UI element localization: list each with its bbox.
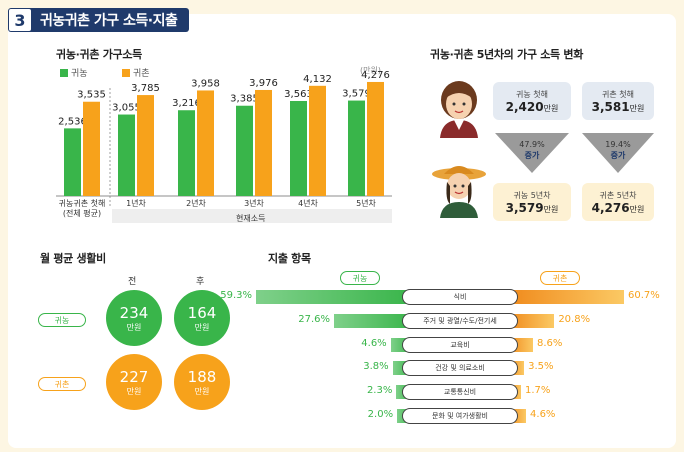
rural-after-circle: 188 만원 [174, 354, 230, 410]
income-category-label: 3년차 [244, 198, 264, 208]
income-category-label: 2년차 [186, 198, 206, 208]
spending-farm-pct: 2.0% [367, 409, 394, 420]
farm-first-year-box: 귀농 첫해 2,420만원 [493, 82, 571, 120]
green-swatch-icon [60, 68, 68, 77]
income-bar-farm-1 [118, 114, 135, 196]
income-group-band [112, 209, 392, 223]
rural-before-circle: 227 만원 [106, 354, 162, 410]
spending-category-label: 교통통신비 [402, 384, 518, 400]
spending-rural-label: 귀촌 [540, 271, 580, 285]
rural-growth-label: 증가 [610, 151, 626, 160]
income-category-label: 4년차 [298, 198, 318, 208]
section-header: 3 귀농귀촌 가구 소득·지출 [8, 8, 190, 32]
income-group-label: 현재소득 [236, 214, 266, 223]
income-value-label: 3,385 [230, 94, 259, 105]
income-legend-rural: 귀촌 [122, 66, 150, 79]
income-bar-farm-0 [64, 128, 81, 196]
farm-growth-pct: 47.9% [519, 140, 545, 149]
income-bar-rural-4 [309, 85, 326, 196]
income-bar-rural-1 [137, 95, 154, 196]
income-bar-chart: 2,536 3,055 3,216 3,385 3,563 3,579 3,535 3,785… [56, 70, 392, 223]
farm-after-circle: 164 만원 [174, 290, 230, 346]
income-bar-rural-2 [197, 90, 214, 196]
income-value-label: 4,132 [303, 74, 332, 85]
spending-category-label: 교육비 [402, 337, 518, 353]
spending-farm-pct: 3.8% [363, 361, 389, 372]
spending-category-label: 식비 [402, 289, 518, 305]
income-bar-rural-0 [83, 101, 100, 196]
rural-first-year-box: 귀촌 첫해 3,581만원 [582, 82, 654, 120]
income-value-label: 2,536 [58, 116, 87, 127]
spending-bar-farm [334, 314, 412, 328]
spending-rural-pct: 3.5% [528, 361, 554, 372]
male-farmer-icon [440, 81, 478, 138]
farm-fifth-year-box: 귀농 5년차 3,579만원 [493, 183, 571, 221]
income-bar-farm-4 [290, 100, 307, 196]
income-value-label: 3,958 [191, 78, 220, 89]
income-category-label: (전체 평균) [63, 208, 101, 218]
spending-bar-rural [508, 314, 555, 328]
spending-category-label: 문화 및 여가생활비 [402, 408, 518, 424]
after-header: 후 [196, 277, 205, 287]
farm-growth-label: 증가 [524, 151, 540, 160]
farm-before-circle: 234 만원 [106, 290, 162, 346]
income-category-label: 1년차 [126, 198, 146, 208]
orange-swatch-icon [122, 68, 130, 77]
farm-growth-arrow-icon [495, 133, 569, 173]
spending-rural-pct: 20.8% [558, 314, 591, 325]
rural-fifth-year-box: 귀촌 5년차 4,276만원 [582, 183, 654, 221]
living-rural-label: 귀촌 [38, 377, 86, 391]
income-category-label: 귀농귀촌 첫해 [59, 198, 106, 208]
rural-growth-arrow-icon [582, 133, 654, 173]
spending-category-label: 주거 및 광열/수도/전기세 [402, 313, 518, 329]
income-category-label: 5년차 [356, 198, 376, 208]
living-cost-title: 월 평균 생활비 [40, 252, 106, 265]
spending-farm-pct: 27.6% [298, 314, 331, 325]
spending-farm-label: 귀농 [340, 271, 380, 285]
spending-bar-farm [256, 290, 412, 304]
income-value-label: 3,535 [77, 90, 106, 101]
income-chart-title: 귀농·귀촌 가구소득 [56, 48, 142, 61]
income-bar-farm-3 [236, 105, 253, 196]
income-value-label: 3,785 [131, 83, 160, 94]
income-bar-farm-5 [348, 100, 365, 196]
spending-rural-pct: 60.7% [628, 290, 660, 301]
income-value-label: 3,976 [249, 78, 278, 89]
spending-bar-rural [508, 290, 624, 304]
change-title: 귀농·귀촌 5년차의 가구 소득 변화 [430, 48, 584, 61]
female-farmer-icon [432, 166, 486, 218]
spending-farm-pct: 2.3% [366, 385, 393, 396]
living-farm-label: 귀농 [38, 313, 86, 327]
income-value-label: 3,579 [342, 89, 371, 100]
income-value-label: 4,276 [361, 70, 390, 81]
spending-farm-pct: 59.3% [220, 290, 252, 301]
income-value-label: 3,055 [112, 103, 141, 114]
income-unit: (만원) [360, 66, 381, 75]
spending-rural-pct: 4.6% [530, 409, 556, 420]
income-bar-rural-3 [255, 89, 272, 196]
rural-growth-pct: 19.4% [605, 140, 631, 149]
spending-farm-pct: 4.6% [361, 338, 387, 349]
spending-category-label: 건강 및 의료소비 [402, 360, 518, 376]
section-title: 귀농귀촌 가구 소득·지출 [40, 13, 178, 29]
spending-title: 지출 항목 [268, 252, 311, 265]
income-bar-farm-2 [178, 110, 195, 196]
income-bar-rural-5 [367, 81, 384, 196]
before-header: 전 [128, 277, 137, 287]
income-legend-farm: 귀농 [60, 66, 88, 79]
spending-rural-pct: 1.7% [524, 385, 551, 396]
spending-rural-pct: 8.6% [537, 338, 563, 349]
income-value-label: 3,563 [284, 89, 313, 100]
income-value-label: 3,216 [172, 98, 201, 109]
section-number: 3 [9, 9, 31, 31]
